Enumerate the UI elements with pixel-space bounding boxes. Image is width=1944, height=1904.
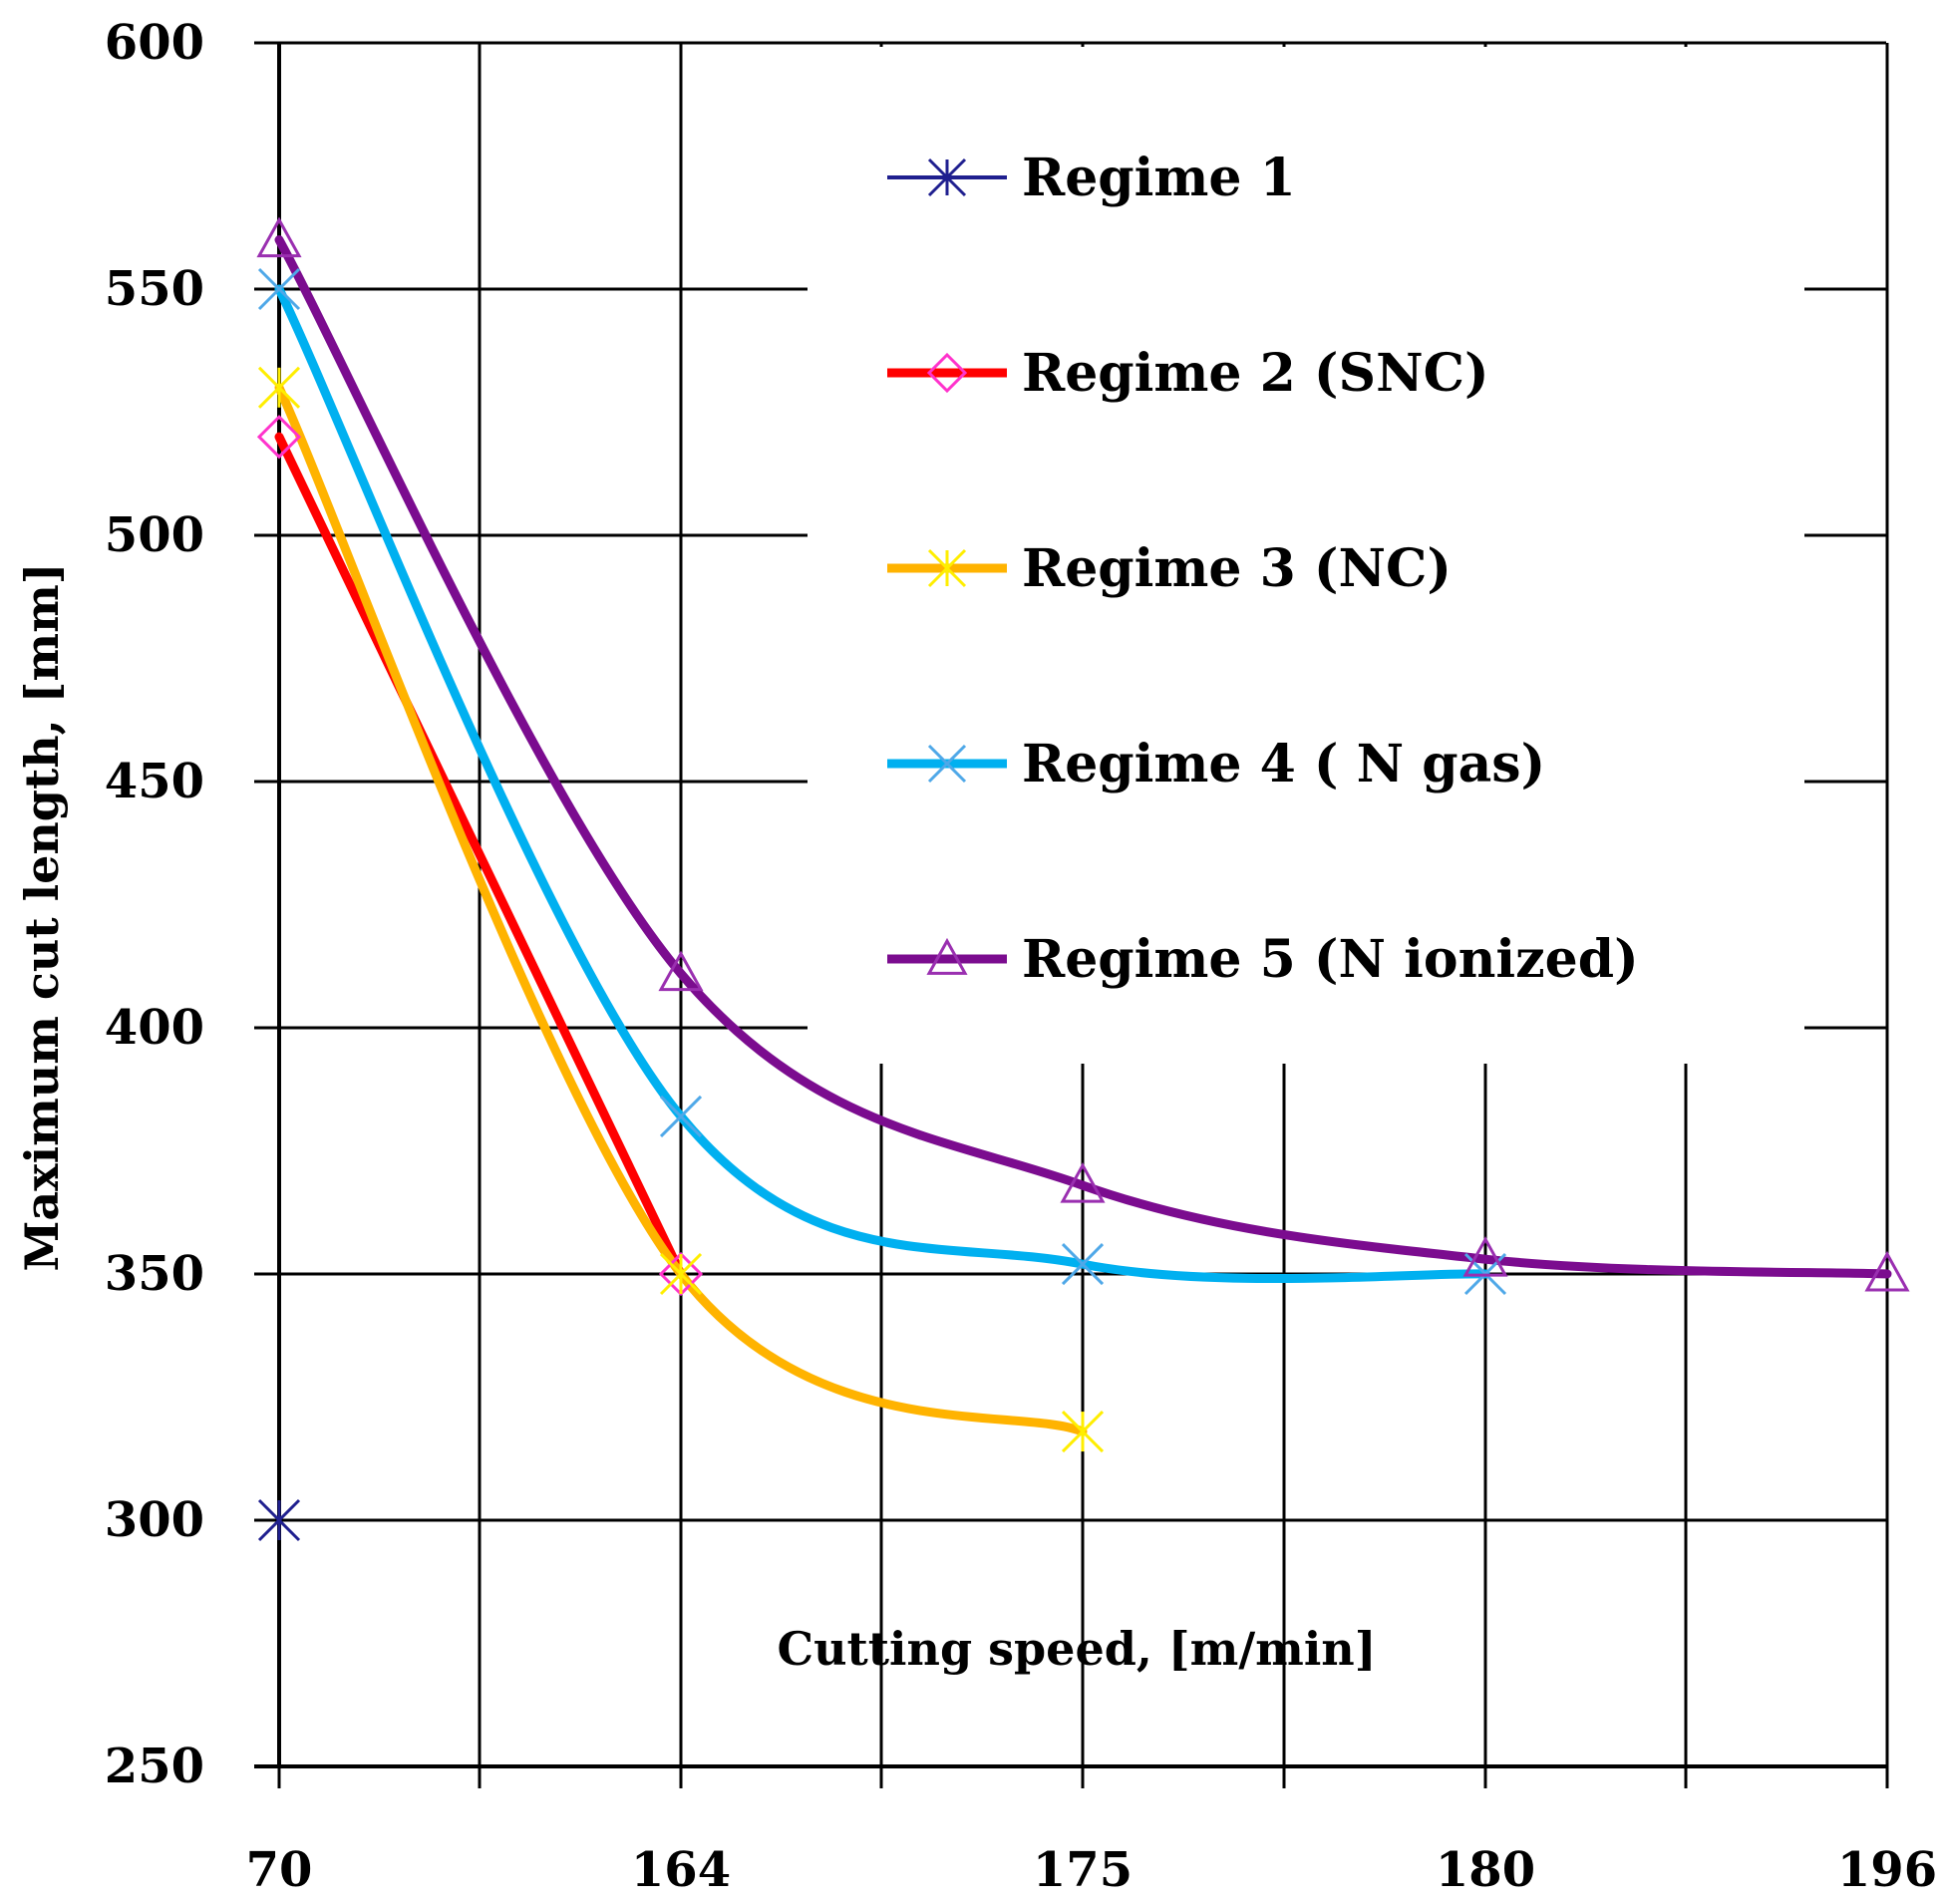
legend-box [808, 47, 1804, 1064]
axes [254, 43, 1886, 1768]
x-tick-labels: 70 164 175 180 196 [246, 1842, 1938, 1898]
legend-marker [927, 548, 967, 588]
legend-item-1: Regime 1 [887, 148, 1296, 208]
y-tick-label: 600 [105, 15, 204, 71]
y-tick-label: 500 [105, 507, 204, 563]
y-axis-title: Maximum cut length, [mm] [15, 562, 69, 1271]
legend-marker [926, 937, 968, 975]
legend-label: Regime 2 (SNC) [1022, 343, 1489, 404]
series-2-point-0 [256, 415, 302, 460]
legend-item-4: Regime 4 ( N gas) [887, 734, 1545, 794]
y-tick-label: 400 [105, 1000, 204, 1056]
series-lines [274, 235, 1892, 1436]
series-3-point-1 [659, 1252, 703, 1296]
y-tick-label: 550 [105, 261, 204, 317]
series-5-point-3 [1462, 1236, 1508, 1277]
legend-item-5: Regime 5 (N ionized) [887, 929, 1639, 990]
x-tick-label: 164 [631, 1842, 731, 1898]
legend-label: Regime 4 ( N gas) [1022, 734, 1545, 794]
series-5-point-1 [658, 950, 704, 992]
series-3-point-0 [257, 366, 301, 409]
legend-label: Regime 3 (NC) [1022, 538, 1452, 599]
x-tick-label: 175 [1033, 1842, 1133, 1898]
y-tick-label: 350 [105, 1246, 204, 1302]
legend-label: Regime 5 (N ionized) [1022, 929, 1639, 990]
legend-background [808, 47, 1804, 1064]
legend-marker [927, 158, 967, 197]
series-1-point-0 [257, 1498, 301, 1542]
legend-marker [926, 352, 968, 394]
y-tick-label: 250 [105, 1739, 204, 1794]
series-markers [256, 216, 1910, 1542]
legend: Regime 1 Regime 2 (SNC) Regime 3 (NC) Regim… [887, 148, 1639, 990]
series-5-point-2 [1060, 1161, 1106, 1203]
y-tick-label: 450 [105, 754, 204, 809]
x-tick-label: 196 [1837, 1842, 1937, 1898]
series-5-point-4 [1864, 1250, 1910, 1292]
legend-marker [927, 744, 967, 784]
series-4-line [274, 284, 1490, 1284]
legend-label: Regime 1 [1022, 148, 1296, 208]
x-tick-label: 180 [1436, 1842, 1535, 1898]
series-4-point-0 [257, 267, 301, 311]
series-4-point-2 [1061, 1243, 1105, 1286]
series-5-point-0 [256, 216, 302, 258]
x-axis-title: Cutting speed, [m/min] [777, 1622, 1376, 1676]
series-2-line [274, 432, 686, 1279]
legend-item-2: Regime 2 (SNC) [887, 343, 1489, 404]
legend-item-3: Regime 3 (NC) [887, 538, 1452, 599]
series-3-point-2 [1061, 1411, 1105, 1453]
y-tick-label: 300 [105, 1492, 204, 1548]
y-tick-labels: 250 300 350 400 450 500 550 600 [105, 15, 204, 1794]
series-3-line [274, 383, 1088, 1436]
series-4-point-1 [659, 1095, 703, 1137]
series-5-line [274, 235, 1892, 1279]
x-tick-label: 70 [246, 1842, 313, 1898]
